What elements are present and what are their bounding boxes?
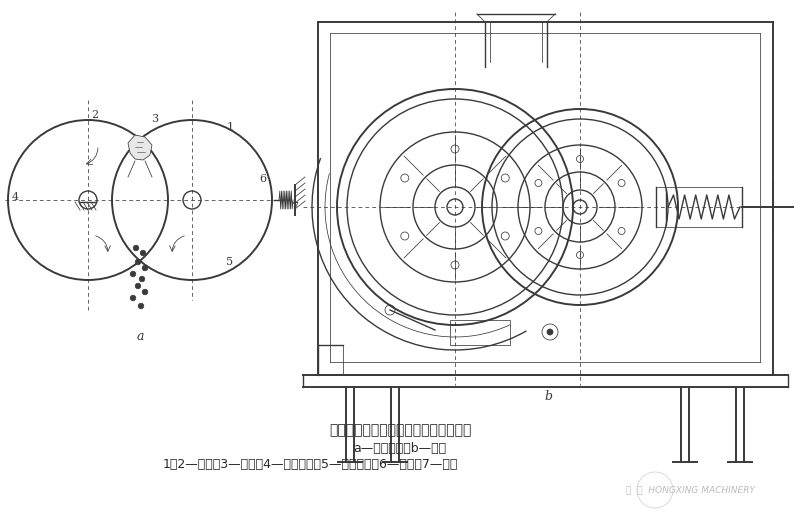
Text: 1，2—辊子；3—物料；4—固定轴承；5—可动轴承；6—弹簧；7—机架: 1，2—辊子；3—物料；4—固定轴承；5—可动轴承；6—弹簧；7—机架: [162, 457, 458, 471]
Text: 5: 5: [226, 257, 234, 267]
Text: 7: 7: [291, 202, 298, 212]
Circle shape: [130, 271, 136, 277]
Text: 3: 3: [151, 114, 158, 124]
Circle shape: [547, 329, 553, 335]
Text: a—工作原理；b—结构: a—工作原理；b—结构: [354, 441, 446, 455]
Circle shape: [133, 245, 139, 251]
Circle shape: [138, 303, 144, 309]
Polygon shape: [128, 135, 152, 160]
Circle shape: [135, 283, 141, 289]
Circle shape: [135, 259, 141, 265]
Text: 6: 6: [259, 174, 266, 184]
Circle shape: [130, 295, 136, 301]
Circle shape: [140, 250, 146, 256]
Text: b: b: [544, 390, 552, 403]
Text: 双辊式破碎机的工作原理及结构示意图: 双辊式破碎机的工作原理及结构示意图: [329, 423, 471, 437]
Text: 2: 2: [91, 110, 98, 120]
Text: 红  星  HONGXING MACHINERY: 红 星 HONGXING MACHINERY: [626, 485, 754, 494]
Circle shape: [142, 289, 148, 295]
Text: 1: 1: [226, 122, 234, 132]
Text: a: a: [136, 330, 144, 343]
Circle shape: [139, 276, 145, 282]
Text: 4: 4: [11, 192, 18, 202]
Circle shape: [142, 265, 148, 271]
